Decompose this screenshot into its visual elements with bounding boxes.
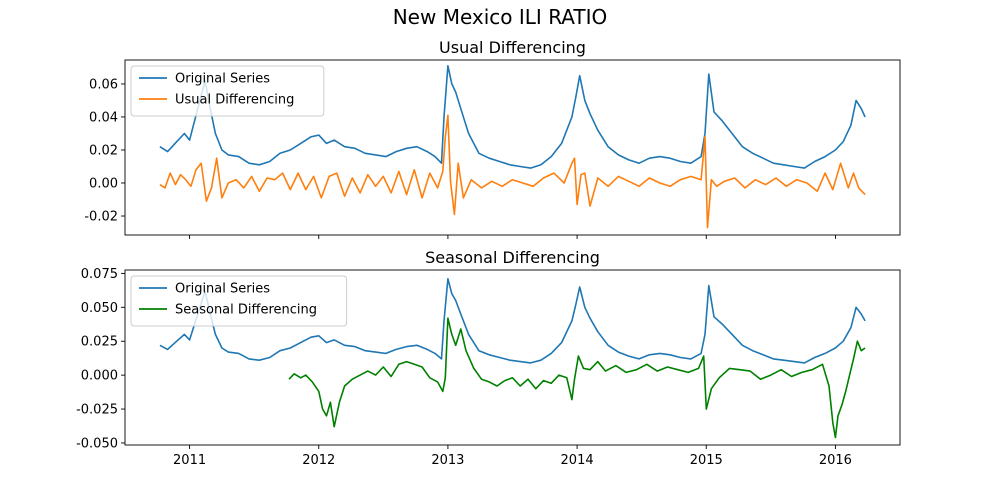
panel2-axes-frame <box>124 269 901 446</box>
panel1-series-original-series <box>159 65 866 169</box>
panel1-title: Usual Differencing <box>439 38 586 57</box>
panel1-series-usual-differencing <box>159 114 866 229</box>
panel2-series-original-series <box>159 277 866 364</box>
panel2-y-tick-label: 0.075 <box>81 267 118 282</box>
panel2-x-tick-label: 2012 <box>302 453 335 468</box>
panel2-y-tick-label: 0.025 <box>81 335 118 350</box>
panel1-y-tick-label: 0.02 <box>89 143 118 158</box>
panel2-x-tick-label: 2015 <box>690 453 723 468</box>
panel2-y-tick-label: -0.050 <box>76 436 118 451</box>
panel2-title: Seasonal Differencing <box>425 248 600 267</box>
panel2-x-tick-label: 2016 <box>819 453 852 468</box>
figure-title: New Mexico ILI RATIO <box>392 5 608 29</box>
panel2-legend-label: Original Series <box>175 282 270 297</box>
panel2-x-tick-label: 2014 <box>561 453 594 468</box>
panel1-y-tick-label: -0.02 <box>84 210 118 225</box>
panel2-legend-label: Seasonal Differencing <box>175 303 317 318</box>
panel1-y-tick-label: 0.06 <box>89 77 118 92</box>
panel2-y-tick-label: 0.050 <box>81 301 118 316</box>
panel1-legend-label: Original Series <box>175 72 270 87</box>
panel1-legend-box <box>130 65 325 117</box>
panel1-axes-frame <box>124 59 901 236</box>
panel2-series-seasonal-differencing <box>288 317 866 439</box>
panel1-y-tick-label: 0.04 <box>89 110 118 125</box>
panel2-y-tick-label: 0.000 <box>81 369 118 384</box>
panel2-legend-box <box>130 275 348 327</box>
panel1-y-tick-label: 0.00 <box>89 176 118 191</box>
panel1-legend-label: Usual Differencing <box>175 93 294 108</box>
panel2-y-tick-label: -0.025 <box>76 403 118 418</box>
panel2-x-tick-label: 2011 <box>173 453 206 468</box>
panel2-x-tick-label: 2013 <box>431 453 464 468</box>
